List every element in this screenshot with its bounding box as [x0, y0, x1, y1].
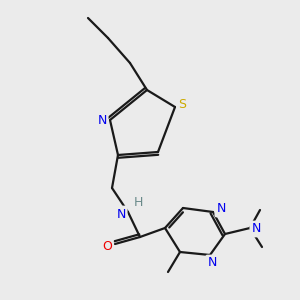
Text: N: N: [207, 256, 217, 269]
Text: S: S: [178, 98, 186, 112]
Text: N: N: [116, 208, 126, 220]
Text: N: N: [97, 115, 107, 128]
Text: H: H: [133, 196, 143, 208]
Text: N: N: [216, 202, 226, 215]
Text: N: N: [251, 223, 261, 236]
Text: O: O: [102, 239, 112, 253]
